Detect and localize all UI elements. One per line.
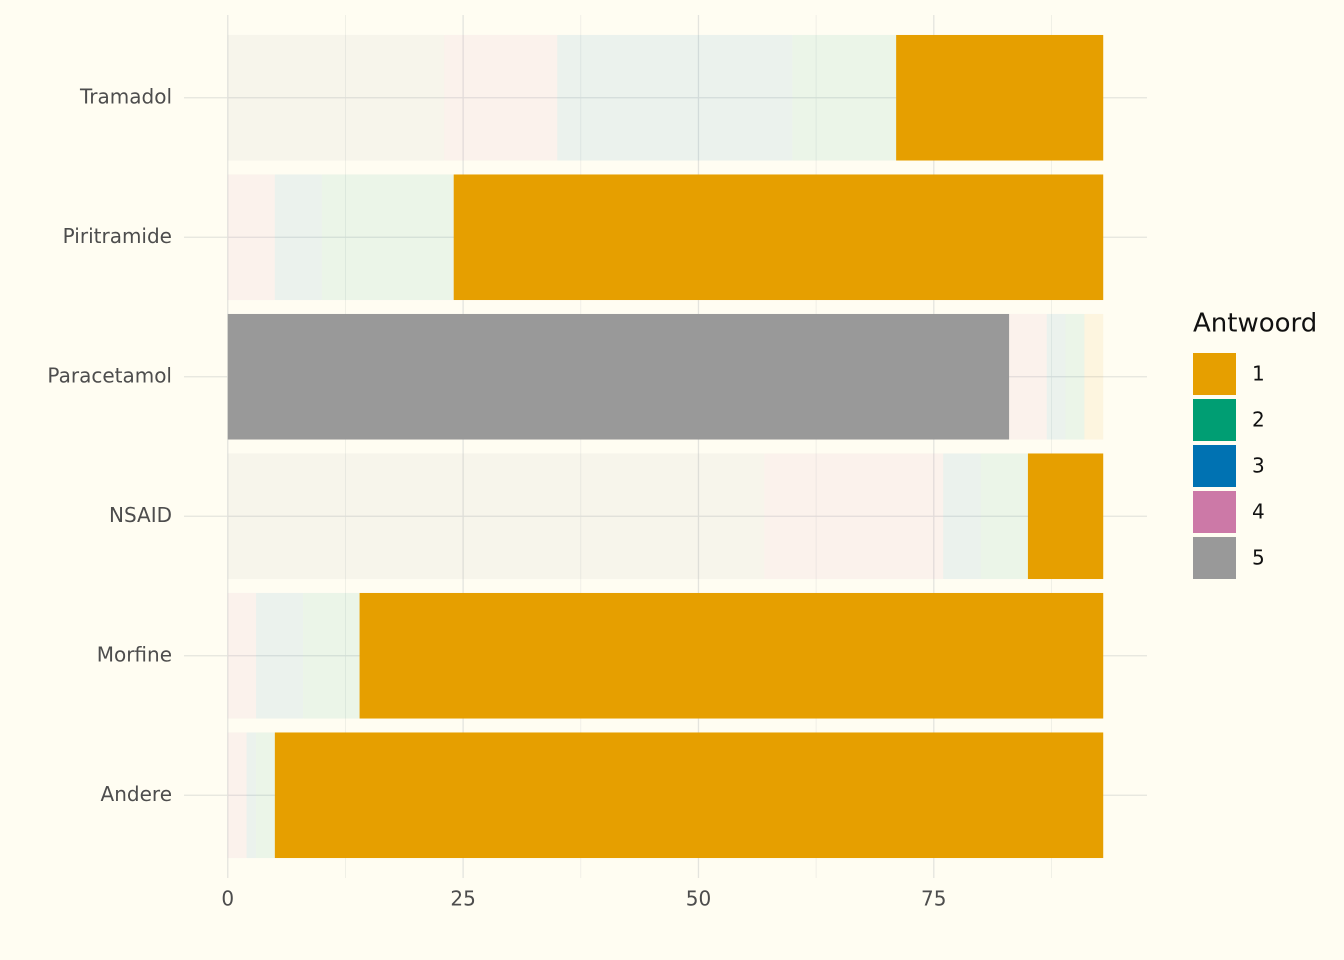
- bar-segment: [227, 34, 445, 161]
- bar-segment: [444, 34, 558, 161]
- bar-segment: [943, 453, 981, 580]
- x-tick-label: 75: [921, 887, 946, 911]
- legend-title: Antwoord: [1193, 309, 1317, 339]
- y-tick-label: Tramadol: [79, 84, 172, 108]
- bar-segment: [227, 592, 257, 719]
- bar-segment: [1065, 313, 1085, 440]
- legend-label: 4: [1252, 500, 1265, 524]
- bar-segment: [1046, 313, 1066, 440]
- bar-segment: [557, 34, 793, 161]
- y-tick-label: Paracetamol: [47, 363, 172, 387]
- bar-segment: [274, 732, 1104, 859]
- legend-label: 3: [1252, 454, 1265, 478]
- bar-segment: [256, 592, 304, 719]
- legend-label: 5: [1252, 546, 1265, 570]
- bar-segment: [321, 174, 454, 301]
- legend-key: [1193, 537, 1236, 579]
- x-tick-label: 25: [450, 887, 475, 911]
- bar-segment: [896, 34, 1104, 161]
- legend-key: [1193, 353, 1236, 395]
- bar-segment: [246, 732, 257, 859]
- bar-segment: [1084, 313, 1104, 440]
- bar-segment: [256, 732, 275, 859]
- bar-segment: [980, 453, 1028, 580]
- bar-segment: [303, 592, 360, 719]
- x-tick-label: 50: [686, 887, 711, 911]
- y-tick-label: Morfine: [97, 642, 172, 666]
- bar-segment: [359, 592, 1104, 719]
- bar-segment: [1009, 313, 1047, 440]
- legend-key: [1193, 445, 1236, 487]
- legend-label: 2: [1252, 408, 1265, 432]
- bar-segment: [227, 732, 247, 859]
- bar-segment: [764, 453, 944, 580]
- bar-segment: [792, 34, 897, 161]
- legend-label: 1: [1252, 362, 1265, 386]
- x-tick-label: 0: [221, 887, 234, 911]
- bar-segment: [227, 313, 1010, 440]
- bar-segment: [1027, 453, 1104, 580]
- bar-segment: [227, 453, 765, 580]
- legend-key: [1193, 491, 1236, 533]
- bar-segment: [227, 174, 275, 301]
- bar-segment: [274, 174, 322, 301]
- y-tick-label: Andere: [101, 782, 172, 806]
- bar-segment: [453, 174, 1104, 301]
- y-tick-label: NSAID: [109, 503, 172, 527]
- y-tick-label: Piritramide: [63, 224, 172, 248]
- legend-key: [1193, 399, 1236, 441]
